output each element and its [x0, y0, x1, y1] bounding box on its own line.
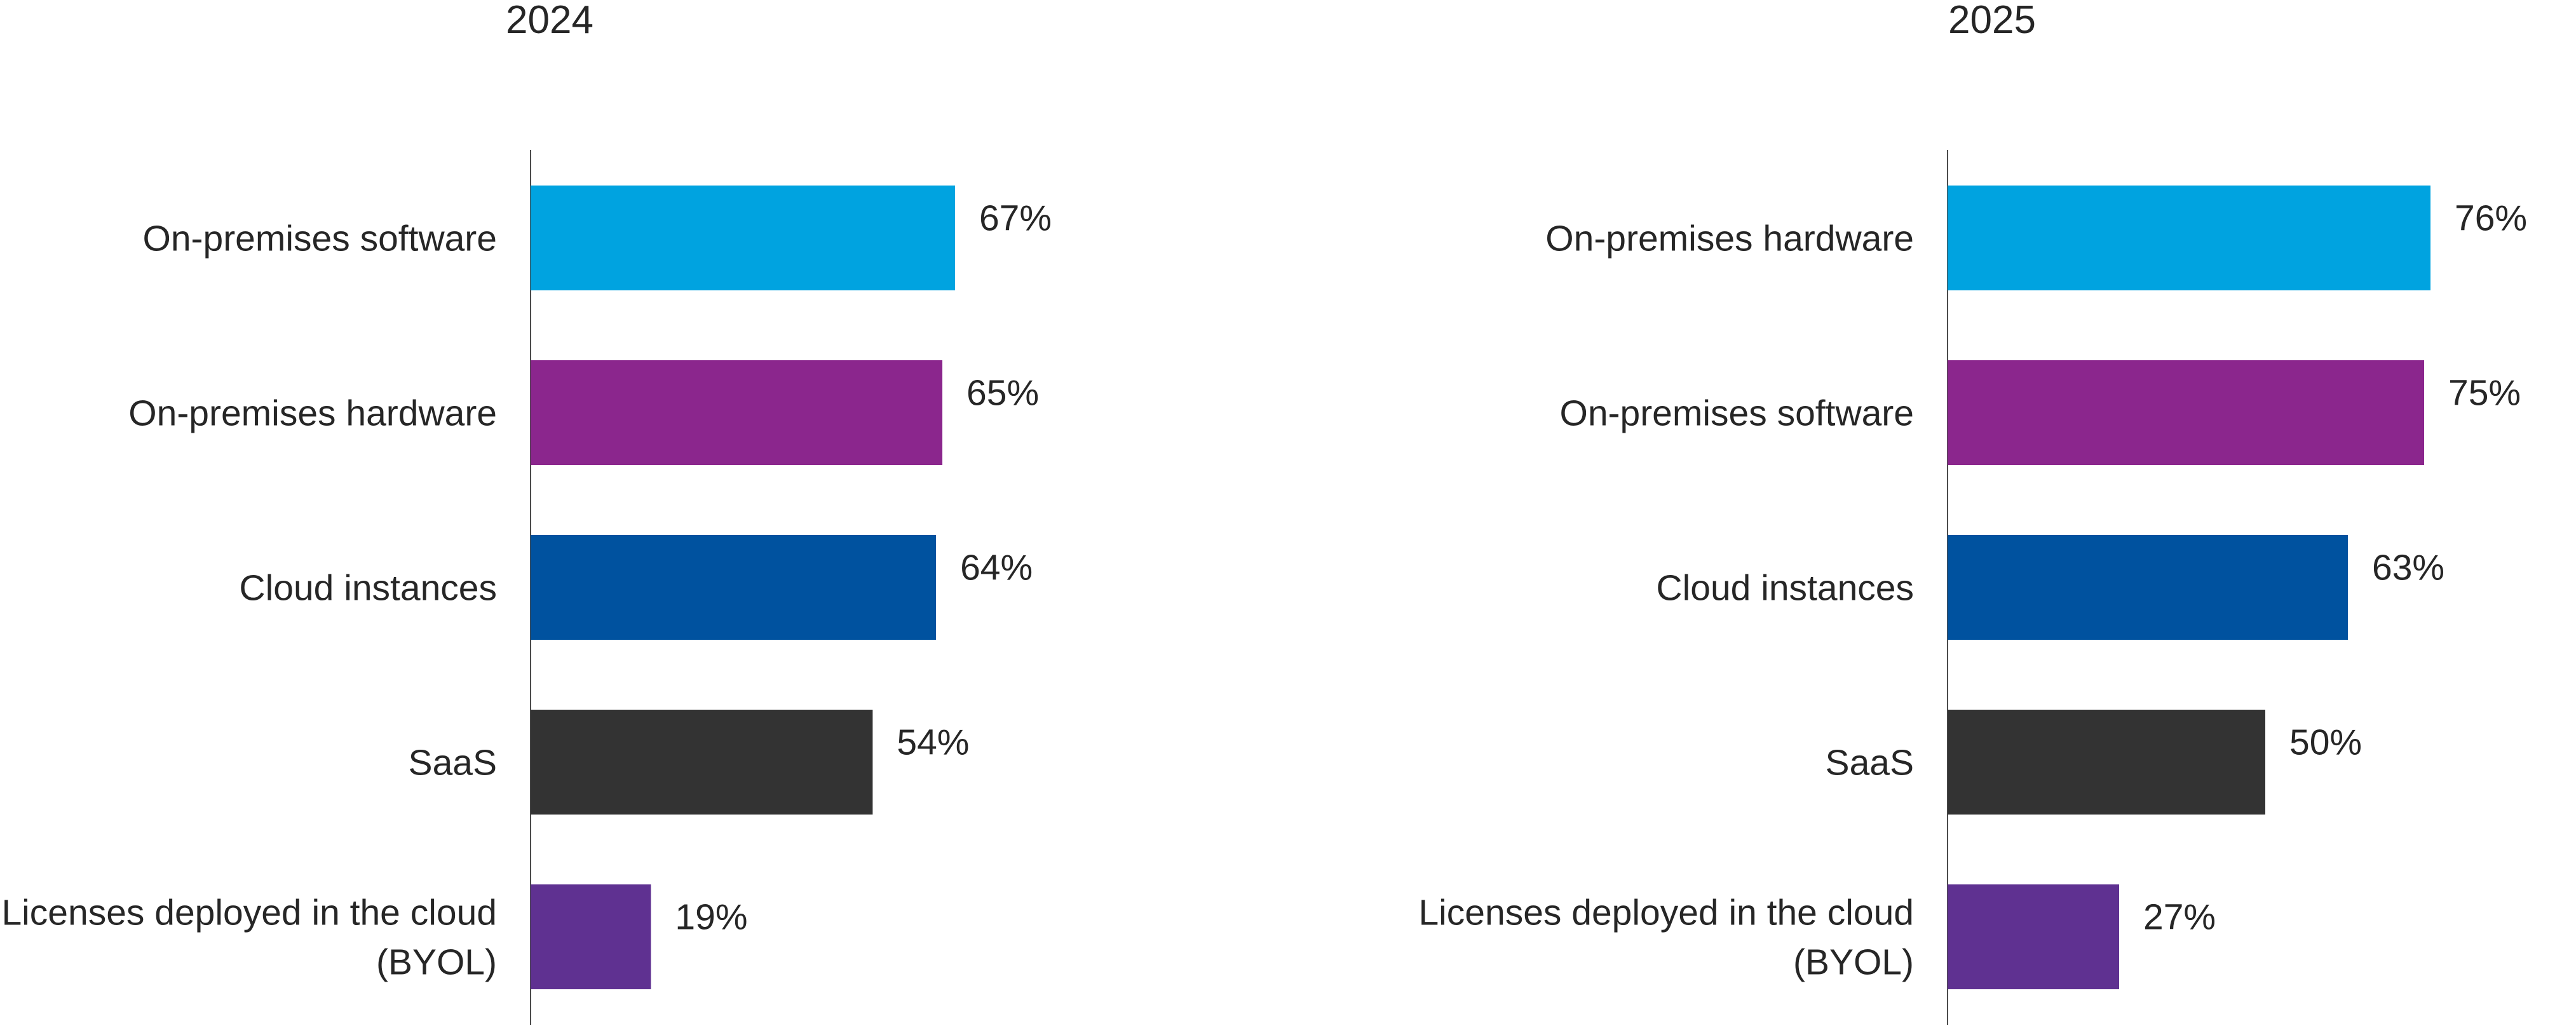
- bar: [1948, 535, 2348, 640]
- category-label: Licenses deployed in the cloud (BYOL): [1, 893, 497, 983]
- category-label: Cloud instances: [239, 568, 497, 609]
- category-label: On-premises software: [142, 219, 497, 259]
- bar: [1948, 360, 2424, 465]
- value-label: 76%: [2455, 198, 2527, 239]
- category-label-line: SaaS: [409, 743, 497, 783]
- value-label: 67%: [979, 198, 1052, 239]
- category-label-line: (BYOL): [376, 942, 497, 983]
- category-label: On-premises hardware: [1545, 219, 1914, 259]
- value-label: 75%: [2448, 373, 2521, 414]
- category-label: Cloud instances: [1656, 568, 1914, 609]
- category-label-line: On-premises software: [142, 219, 497, 259]
- value-label: 50%: [2289, 722, 2362, 763]
- category-label: Licenses deployed in the cloud (BYOL): [1418, 893, 1914, 983]
- category-label: On-premises hardware: [128, 393, 497, 434]
- value-label: 19%: [675, 897, 747, 938]
- category-label-line: On-premises hardware: [1545, 219, 1914, 259]
- value-label: 54%: [897, 722, 969, 763]
- category-label-line: Cloud instances: [239, 568, 497, 609]
- category-label-line: On-premises hardware: [128, 393, 497, 434]
- chart-title: 2025: [1948, 0, 2036, 42]
- category-label: SaaS: [1826, 743, 1914, 783]
- bar: [531, 360, 943, 465]
- chart-panel-2025: 2025 76% On-premises hardware 75% On-premis…: [1418, 0, 2527, 1025]
- bar: [1948, 884, 2119, 989]
- value-label: 63%: [2372, 548, 2444, 588]
- bar: [531, 884, 651, 989]
- category-label-line: Cloud instances: [1656, 568, 1914, 609]
- category-label-line: (BYOL): [1793, 942, 1914, 983]
- chart-title: 2024: [506, 0, 593, 42]
- value-label: 64%: [960, 548, 1033, 588]
- bar: [531, 186, 955, 290]
- category-label-line: Licenses deployed in the cloud: [1, 893, 497, 933]
- value-label: 65%: [966, 373, 1039, 414]
- value-label: 27%: [2143, 897, 2216, 938]
- chart-panel-2024: 2024 67% On-premises software 65% On-premis…: [1, 0, 1052, 1025]
- category-label-line: SaaS: [1826, 743, 1914, 783]
- category-label: On-premises software: [1559, 393, 1914, 434]
- bar: [1948, 186, 2430, 290]
- bar-group: 76% On-premises hardware 75% On-premises so…: [1418, 186, 2527, 989]
- bar: [531, 710, 873, 815]
- bar: [1948, 710, 2265, 815]
- bar-group: 67% On-premises software 65% On-premises ha…: [1, 186, 1052, 989]
- bar: [531, 535, 937, 640]
- category-label: SaaS: [409, 743, 497, 783]
- category-label-line: Licenses deployed in the cloud: [1418, 893, 1914, 933]
- category-label-line: On-premises software: [1559, 393, 1914, 434]
